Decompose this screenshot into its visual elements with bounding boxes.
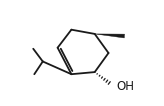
Text: OH: OH bbox=[116, 80, 134, 93]
Polygon shape bbox=[95, 34, 124, 38]
